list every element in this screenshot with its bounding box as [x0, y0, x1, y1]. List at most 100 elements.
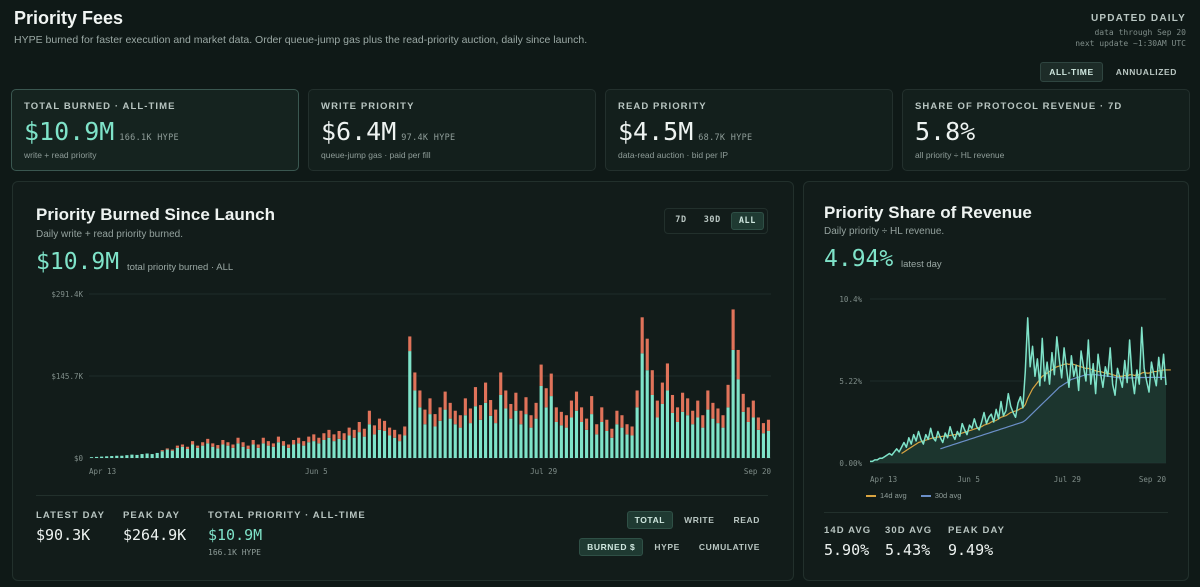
x-tick-label: Jul 29: [530, 467, 557, 476]
bar-write: [761, 423, 765, 434]
bar-read: [554, 421, 558, 458]
divider: [824, 512, 1168, 513]
unit-cumulative[interactable]: CUMULATIVE: [698, 542, 760, 552]
bar-write: [751, 400, 755, 418]
legend-30d-label: 30d avg: [934, 491, 962, 500]
bar-write: [428, 398, 432, 415]
burned-panel-subtitle: Daily write + read priority burned.: [36, 229, 184, 240]
updated-daily-label: UPDATED DAILY: [1090, 13, 1186, 24]
bar-write: [246, 445, 250, 449]
bar-read: [463, 415, 467, 458]
bar-read: [478, 419, 483, 458]
bar-write: [276, 436, 281, 443]
range-30d[interactable]: 30D: [703, 215, 721, 225]
bar-read: [110, 456, 114, 458]
bar-read: [261, 443, 265, 458]
avg30-value: 5.43%: [885, 541, 931, 559]
kpi-unit: 68.7K HYPE: [698, 133, 753, 143]
bar-read: [155, 452, 159, 458]
series-write[interactable]: WRITE: [684, 515, 715, 525]
bar-write: [286, 444, 291, 448]
series-read[interactable]: READ: [733, 515, 760, 525]
bar-read: [201, 445, 205, 458]
bar-read: [337, 438, 341, 458]
legend-14d: 14d avg: [866, 491, 907, 500]
bar-read: [408, 351, 412, 458]
bar-write: [620, 415, 624, 428]
bar-write: [681, 392, 685, 412]
bar-read: [398, 441, 402, 458]
bar-write: [185, 446, 190, 449]
bar-write: [322, 433, 326, 440]
kpi-label: TOTAL BURNED · ALL-TIME: [24, 101, 176, 112]
kpi-unit: 166.1K HYPE: [119, 133, 179, 143]
bar-read: [271, 446, 275, 458]
bar-read: [731, 349, 735, 458]
bar-read: [534, 418, 538, 458]
bar-read: [721, 427, 725, 458]
range-all[interactable]: ALL: [730, 212, 764, 230]
bar-write: [635, 390, 639, 408]
bar-read: [130, 454, 134, 458]
bar-write: [736, 349, 740, 380]
bar-read: [736, 379, 740, 458]
kpi-total-burned[interactable]: TOTAL BURNED · ALL-TIME $10.9M 166.1K HY…: [11, 89, 299, 171]
bar-write: [600, 407, 604, 422]
bar-write: [180, 444, 185, 447]
bar-write: [438, 407, 442, 421]
avg14-value: 5.90%: [824, 541, 870, 559]
toggle-all-time[interactable]: ALL-TIME: [1040, 62, 1103, 82]
bar-read: [160, 451, 164, 458]
bar-read: [317, 443, 321, 458]
bar-write: [175, 445, 179, 448]
kpi-revenue-share[interactable]: SHARE OF PROTOCOL REVENUE · 7D 5.8% all …: [902, 89, 1190, 171]
unit-burned-usd[interactable]: BURNED $: [579, 538, 644, 556]
bar-write: [655, 400, 659, 418]
bar-write: [307, 436, 311, 443]
bar-read: [751, 417, 755, 458]
bar-write: [478, 405, 483, 420]
bar-read: [332, 441, 336, 458]
bar-write: [231, 444, 235, 448]
kpi-read-priority[interactable]: READ PRIORITY $4.5M 68.7K HYPE data-read…: [605, 89, 893, 171]
avg30-line: [940, 374, 1166, 450]
range-selector: 7D 30D ALL: [664, 208, 768, 234]
bar-write: [211, 443, 215, 447]
kpi-value: 5.8%: [915, 117, 976, 146]
bar-write: [696, 400, 700, 418]
kpi-write-priority[interactable]: WRITE PRIORITY $6.4M 97.4K HYPE queue-ju…: [308, 89, 596, 171]
bar-write: [564, 415, 568, 428]
unit-selector: BURNED $ HYPE CUMULATIVE: [579, 538, 768, 556]
bar-write: [398, 434, 402, 442]
bar-read: [292, 444, 296, 458]
bar-write: [726, 384, 730, 408]
y-tick-label: 10.4%: [839, 295, 862, 304]
bar-write: [650, 370, 654, 395]
bar-write: [590, 396, 594, 415]
range-7d[interactable]: 7D: [675, 215, 687, 225]
series-selector: TOTAL WRITE READ: [626, 511, 768, 529]
series-total[interactable]: TOTAL: [626, 511, 674, 529]
share-latest-note: latest day: [901, 259, 942, 270]
x-tick-label: Jul 29: [1054, 475, 1081, 484]
bar-write: [534, 402, 538, 419]
bar-read: [524, 414, 528, 458]
bar-read: [342, 439, 346, 458]
bar-read: [372, 434, 376, 458]
bar-write: [261, 437, 265, 444]
bar-write: [357, 421, 361, 433]
toggle-annualized[interactable]: ANNUALIZED: [1115, 67, 1177, 77]
bar-write: [317, 437, 321, 444]
data-through-text: data through Sep 20: [1094, 28, 1186, 37]
bar-read: [281, 445, 286, 458]
bar-write: [418, 390, 422, 408]
bar-read: [529, 427, 533, 458]
bar-read: [549, 396, 553, 458]
y-tick-label: $145.7K: [51, 372, 83, 381]
unit-hype[interactable]: HYPE: [654, 542, 680, 552]
bar-write: [302, 441, 306, 446]
bar-write: [221, 439, 225, 445]
x-tick-label: Apr 13: [89, 467, 116, 476]
bar-read: [746, 421, 750, 458]
y-tick-label: $0: [74, 454, 84, 463]
